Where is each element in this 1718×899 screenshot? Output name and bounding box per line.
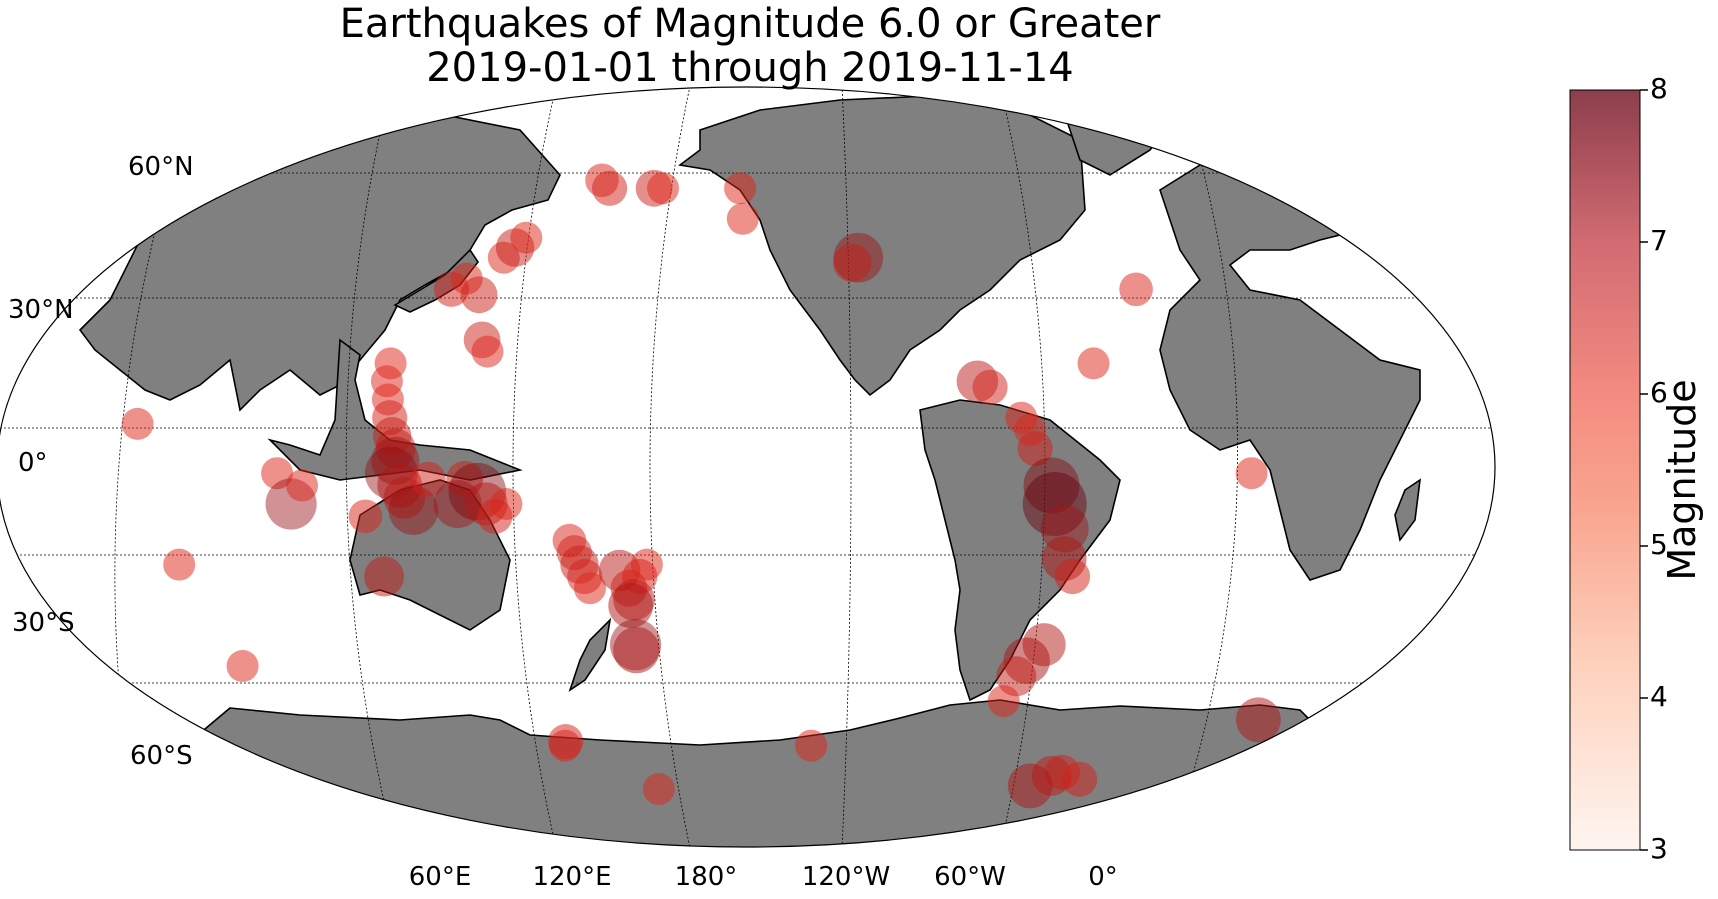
title-line-1: Earthquakes of Magnitude 6.0 or Greater: [339, 1, 1161, 47]
earthquake-marker: [548, 724, 584, 760]
earthquake-marker: [987, 685, 1020, 718]
colorbar-gradient: [1569, 89, 1641, 851]
colorbar-label-3: 3: [1650, 832, 1668, 865]
madagascar-landmass: [1394, 478, 1422, 542]
earthquake-marker: [410, 461, 446, 497]
earthquake-marker: [226, 650, 259, 682]
colorbar: [1569, 89, 1648, 851]
lat-label-60n: 60°N: [128, 152, 194, 182]
lat-label-0: 0°: [18, 448, 48, 478]
earthquake-marker: [1022, 472, 1087, 536]
earthquake-marker: [647, 172, 679, 205]
earthquake-marker: [795, 729, 828, 762]
earthquake-marker: [833, 243, 872, 282]
earthquake-marker: [613, 626, 660, 674]
lat-label-30n: 30°N: [8, 295, 74, 325]
lat-label-60s: 60°S: [130, 741, 193, 771]
lon-line-60w: [999, 87, 1046, 847]
earthquake-marker: [1119, 272, 1153, 307]
earthquake-marker: [1236, 697, 1281, 743]
colorbar-label-6: 6: [1650, 376, 1668, 409]
earthquake-marker: [972, 369, 1008, 405]
earthquake-marker: [364, 556, 405, 597]
earthquake-marker: [1023, 457, 1080, 514]
earthquake-marker: [592, 170, 628, 206]
lon-line-120w: [841, 87, 852, 847]
earthquake-marker: [724, 172, 757, 205]
colorbar-label-7: 7: [1650, 224, 1668, 257]
map-boundary: [0, 86, 1496, 848]
lon-label-120w: 120°W: [801, 862, 891, 892]
earthquake-marker: [460, 276, 498, 314]
title-line-2: 2019-01-01 through 2019-11-14: [426, 45, 1074, 91]
earthquake-marker: [574, 572, 606, 605]
colorbar-label-4: 4: [1650, 680, 1668, 713]
lat-label-30s: 30°S: [12, 608, 75, 638]
earthquake-marker: [1077, 347, 1110, 380]
earthquake-marker: [121, 407, 154, 440]
lon-line-4: [649, 87, 691, 847]
lon-line-2: [345, 87, 396, 847]
colorbar-label-8: 8: [1650, 72, 1668, 105]
earthquake-marker: [510, 221, 543, 254]
earthquake-marker: [1235, 457, 1268, 490]
earthquake-marker: [608, 583, 654, 628]
earthquake-markers: [121, 163, 1281, 809]
earthquake-marker: [1062, 761, 1098, 797]
lon-label-120e: 120°E: [532, 862, 612, 892]
colorbar-title: Magnitude: [1660, 379, 1704, 581]
earthquake-marker: [1017, 430, 1053, 467]
lon-label-60w: 60°W: [934, 862, 1006, 892]
map-area: [0, 87, 1495, 847]
earthquake-marker: [261, 457, 294, 490]
earthquake-marker: [348, 499, 383, 534]
colorbar-label-5: 5: [1650, 528, 1668, 561]
earthquake-marker: [630, 548, 663, 581]
earthquake-marker: [375, 428, 416, 469]
earthquake-marker: [642, 773, 675, 805]
earthquake-marker: [726, 202, 759, 235]
earthquake-marker: [1054, 558, 1091, 595]
colorbar-ticks: [1640, 89, 1648, 851]
lon-line-180: [512, 87, 557, 847]
earthquake-marker: [388, 485, 439, 535]
lon-label-0: 0°: [1088, 862, 1118, 892]
earthquake-marker: [163, 548, 196, 581]
earthquake-marker: [286, 469, 318, 502]
lon-label-180: 180°: [674, 862, 738, 892]
land-masses: [78, 94, 1422, 847]
earthquake-marker: [471, 335, 504, 368]
earthquake-marker: [490, 488, 523, 520]
new-zealand-landmass: [568, 617, 612, 692]
earthquake-marker: [1007, 763, 1053, 809]
lon-label-60e: 60°E: [408, 862, 472, 892]
